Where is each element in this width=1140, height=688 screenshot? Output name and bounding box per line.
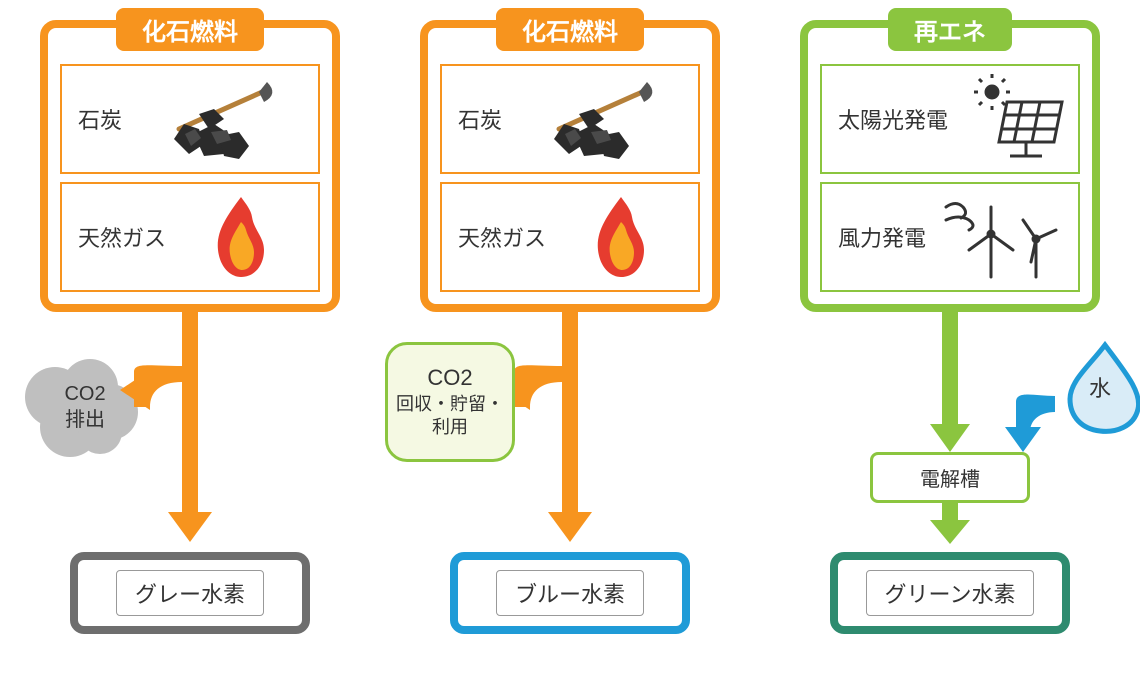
- cloud-line2: 排出: [65, 407, 105, 433]
- item-gas-2: 天然ガス: [440, 182, 700, 292]
- electrolyzer-label: 電解槽: [920, 469, 980, 491]
- water-drop: 水: [1050, 337, 1140, 437]
- item-solar: 太陽光発電: [820, 64, 1080, 174]
- header-blue: 化石燃料: [496, 8, 644, 51]
- item-label: 太陽光発電: [838, 103, 948, 135]
- item-label: 天然ガス: [458, 221, 546, 253]
- electrolyzer-box: 電解槽: [870, 452, 1030, 503]
- flame-icon: [560, 184, 682, 290]
- source-box-green: 再エネ 太陽光発電: [800, 20, 1100, 312]
- water-label: 水: [1089, 371, 1111, 403]
- source-box-blue: 化石燃料 石炭: [420, 20, 720, 312]
- item-gas-1: 天然ガス: [60, 182, 320, 292]
- result-label: グレー水素: [116, 570, 264, 616]
- header-grey: 化石燃料: [116, 8, 264, 51]
- ccs-line3: 利用: [432, 416, 468, 439]
- coal-icon: [516, 66, 682, 172]
- item-label: 風力発電: [838, 221, 926, 253]
- result-label: ブルー水素: [496, 570, 644, 616]
- item-label: 石炭: [78, 103, 122, 135]
- item-label: 石炭: [458, 103, 502, 135]
- column-green: 再エネ 太陽光発電: [800, 20, 1100, 634]
- column-blue: 化石燃料 石炭: [420, 20, 720, 634]
- column-grey: 化石燃料 石炭: [40, 20, 340, 634]
- flame-icon: [180, 184, 302, 290]
- result-green: グリーン水素: [830, 552, 1070, 634]
- co2-cloud: CO2 排出: [20, 352, 150, 462]
- wind-icon: [940, 184, 1062, 290]
- item-coal-2: 石炭: [440, 64, 700, 174]
- item-coal-1: 石炭: [60, 64, 320, 174]
- arrow-area-grey: CO2 排出: [40, 312, 340, 552]
- item-label: 天然ガス: [78, 221, 166, 253]
- arrow-area-green: 水 電解槽: [800, 312, 1100, 552]
- ccs-line2: 回収・貯留・: [396, 393, 504, 416]
- cloud-line1: CO2: [64, 381, 105, 407]
- solar-icon: [962, 66, 1072, 172]
- result-label: グリーン水素: [866, 570, 1035, 616]
- item-wind: 風力発電: [820, 182, 1080, 292]
- diagram-columns: 化石燃料 石炭: [30, 20, 1110, 634]
- coal-icon: [136, 66, 302, 172]
- ccs-line1: CO2: [427, 364, 472, 393]
- source-box-grey: 化石燃料 石炭: [40, 20, 340, 312]
- ccs-box: CO2 回収・貯留・ 利用: [385, 342, 515, 462]
- result-grey: グレー水素: [70, 552, 310, 634]
- header-green: 再エネ: [888, 8, 1012, 51]
- arrow-area-blue: CO2 回収・貯留・ 利用: [420, 312, 720, 552]
- result-blue: ブルー水素: [450, 552, 690, 634]
